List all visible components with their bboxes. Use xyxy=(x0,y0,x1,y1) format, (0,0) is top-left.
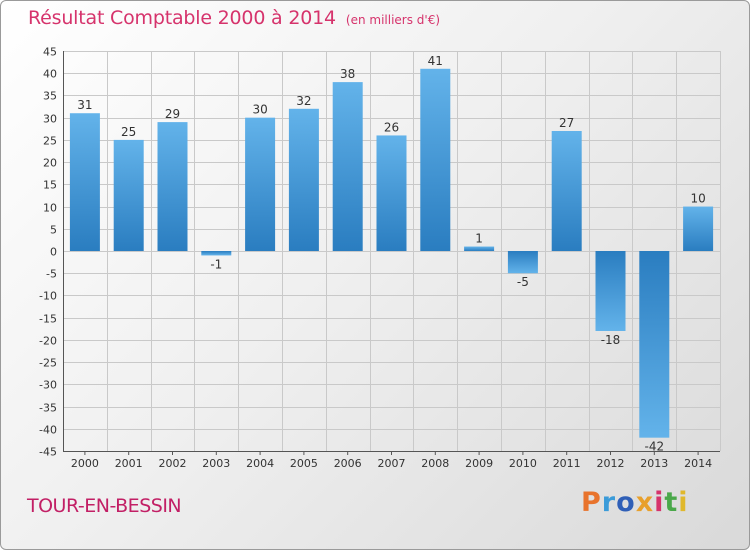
y-tick-label: 25 xyxy=(43,135,57,148)
data-label: 32 xyxy=(296,94,311,108)
logo-letter: i xyxy=(654,487,665,518)
data-label: 30 xyxy=(252,103,267,117)
x-tick-label: 2000 xyxy=(71,457,99,470)
y-tick-label: 30 xyxy=(43,113,57,126)
x-tick-label: 2008 xyxy=(421,457,449,470)
y-tick-label: -20 xyxy=(39,335,57,348)
x-tick-label: 2014 xyxy=(684,457,712,470)
y-tick-label: 20 xyxy=(43,157,57,170)
y-tick-label: -45 xyxy=(39,446,57,459)
data-label: -1 xyxy=(210,257,222,271)
bar-2008[interactable] xyxy=(420,68,451,252)
x-tick-label: 2003 xyxy=(202,457,230,470)
bar-2012[interactable] xyxy=(595,251,626,331)
bar-2013[interactable] xyxy=(639,251,670,438)
y-tick-label: -40 xyxy=(39,424,57,437)
y-tick-label: -25 xyxy=(39,357,57,370)
data-label: 41 xyxy=(428,54,443,68)
y-tick-label: -15 xyxy=(39,313,57,326)
data-label: 26 xyxy=(384,120,399,134)
x-tick-label: 2005 xyxy=(290,457,318,470)
y-tick-label: -35 xyxy=(39,402,57,415)
x-tick-label: 2006 xyxy=(334,457,362,470)
y-tick-label: -10 xyxy=(39,290,57,303)
y-tick-label: -30 xyxy=(39,379,57,392)
bar-2007[interactable] xyxy=(376,135,407,251)
data-label: 29 xyxy=(165,107,180,121)
y-tick-label: 45 xyxy=(43,46,57,59)
data-label: 10 xyxy=(690,192,705,206)
data-label: 1 xyxy=(475,232,483,246)
data-label: 27 xyxy=(559,116,574,130)
chart-unit: (en milliers d'€) xyxy=(345,13,441,27)
bar-2011[interactable] xyxy=(551,131,582,251)
proxiti-logo[interactable]: Proxiti xyxy=(581,487,689,518)
chart-title-row: Résultat Comptable 2000 à 2014 (en millie… xyxy=(28,7,440,29)
y-tick-label: 0 xyxy=(50,246,57,259)
x-tick-label: 2013 xyxy=(640,457,668,470)
logo-letter: t xyxy=(664,487,679,518)
bar-2009[interactable] xyxy=(464,246,495,251)
logo-letter: i xyxy=(678,487,689,518)
data-label: -18 xyxy=(601,333,621,347)
logo-letter: r xyxy=(601,487,617,518)
y-tick-label: 5 xyxy=(50,224,57,237)
data-label: -42 xyxy=(644,440,664,454)
bar-2000[interactable] xyxy=(69,113,100,251)
x-tick-label: 2004 xyxy=(246,457,274,470)
bar-2010[interactable] xyxy=(507,251,538,274)
logo-letter: o xyxy=(616,487,636,518)
x-tick-label: 2010 xyxy=(509,457,537,470)
bar-2001[interactable] xyxy=(113,139,144,251)
data-label: 25 xyxy=(121,125,136,139)
data-label: 38 xyxy=(340,67,355,81)
x-tick-label: 2012 xyxy=(597,457,625,470)
x-tick-label: 2007 xyxy=(378,457,406,470)
commune-name: TOUR-EN-BESSIN xyxy=(27,495,182,517)
bar-2005[interactable] xyxy=(288,108,319,252)
y-tick-label: 15 xyxy=(43,179,57,192)
x-tick-label: 2011 xyxy=(553,457,581,470)
y-tick-label: 35 xyxy=(43,90,57,103)
data-label: 31 xyxy=(77,98,92,112)
bar-2006[interactable] xyxy=(332,82,363,251)
bar-2002[interactable] xyxy=(157,122,188,251)
data-label: -5 xyxy=(517,275,529,289)
x-tick-label: 2001 xyxy=(115,457,143,470)
y-tick-label: -5 xyxy=(46,268,57,281)
logo-letter: P xyxy=(581,487,602,518)
logo-letter: x xyxy=(635,487,655,518)
bar-2004[interactable] xyxy=(245,117,276,252)
bar-2003[interactable] xyxy=(201,251,232,256)
x-tick-label: 2002 xyxy=(159,457,187,470)
chart-title: Résultat Comptable 2000 à 2014 xyxy=(28,7,336,29)
y-tick-label: 40 xyxy=(43,68,57,81)
bar-2014[interactable] xyxy=(683,206,714,251)
x-tick-label: 2009 xyxy=(465,457,493,470)
y-tick-label: 10 xyxy=(43,202,57,215)
